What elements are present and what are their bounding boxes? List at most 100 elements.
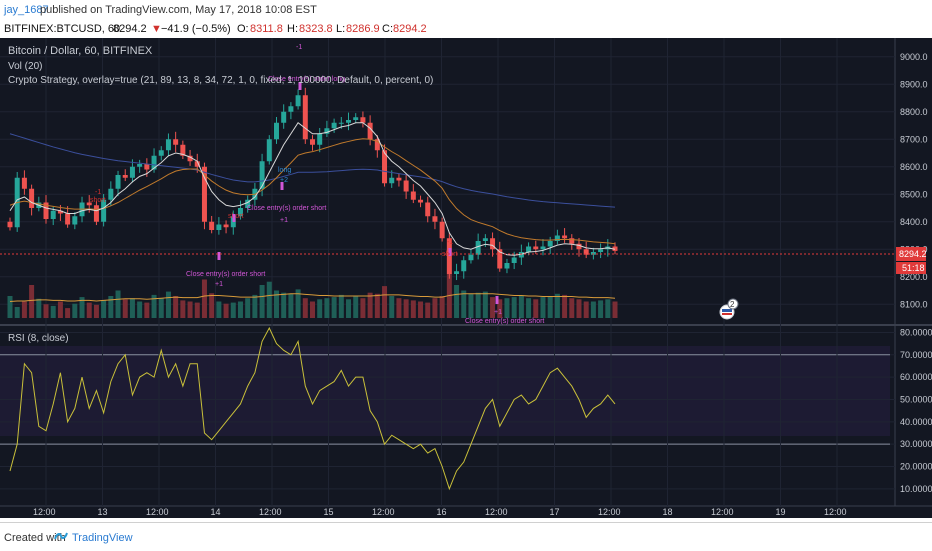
candle-body (266, 139, 272, 162)
signal-label: long (278, 167, 291, 174)
candle-body (367, 122, 373, 140)
time-axis-label: 12:00 (711, 507, 734, 517)
candle-body (173, 139, 179, 145)
candle-body (93, 205, 99, 222)
last-price: 8294.2 (113, 23, 147, 35)
candle-body (511, 257, 517, 263)
chart-canvas[interactable]: 9000.0 8900.0 8800.0 8700.0 8600.0 8500.0 8400… (0, 38, 932, 518)
candle-body (201, 166, 207, 222)
candle-body (583, 249, 589, 255)
symbol-name[interactable]: BITFINEX:BTCUSD, 60 (4, 23, 121, 35)
volume-ma-line (9, 293, 616, 302)
volume-bar (137, 301, 143, 318)
tradingview-brand-link[interactable]: TradingView (72, 532, 133, 544)
volume-bar (490, 297, 496, 318)
rsi-legend[interactable]: RSI (8, close) (8, 333, 69, 344)
volume-bar (439, 296, 445, 318)
candle-body (468, 254, 474, 261)
time-axis-label: 18 (663, 507, 673, 517)
volume-bar (612, 301, 618, 318)
signal-arrow-icon (448, 248, 452, 256)
signal-arrow-icon (232, 214, 236, 222)
price-tag-value: 8294.2 (899, 249, 927, 259)
time-axis-label: 12:00 (33, 507, 56, 517)
volume-bar (302, 298, 308, 318)
time-axis-label: 15 (324, 507, 334, 517)
candle-body (295, 95, 301, 107)
candle-body (237, 208, 243, 217)
price-tag (896, 247, 926, 261)
time-axis-label: 17 (550, 507, 560, 517)
volume-bar (201, 279, 207, 318)
event-badge[interactable] (727, 298, 739, 310)
rsi-axis-label: 40.0000 (900, 417, 932, 427)
volume-legend[interactable]: Vol (20) (8, 61, 43, 72)
volume-bar (79, 297, 85, 318)
countdown-tag (896, 262, 926, 274)
volume-bar (547, 296, 553, 318)
volume-bar (583, 301, 589, 318)
candle-body (245, 199, 251, 208)
candle-body (86, 202, 92, 206)
signal-label: +1 (494, 309, 502, 316)
candle-body (569, 238, 575, 244)
candle-body (439, 221, 445, 239)
tradingview-logo-icon[interactable] (54, 529, 68, 543)
candle-body (490, 238, 496, 250)
high-label: H: (287, 23, 298, 35)
candle-body (353, 117, 359, 120)
volume-bar (288, 293, 294, 318)
signal-label: -1 (95, 189, 101, 196)
candle-body (216, 224, 222, 230)
candle-body (310, 139, 315, 145)
candle-body (518, 252, 524, 258)
signal-label: Close entry(s) order short (247, 205, 326, 212)
candle-body (346, 120, 352, 123)
volume-bar (562, 294, 568, 318)
volume-bar (353, 296, 359, 318)
signal-arrow-icon (495, 296, 499, 304)
time-axis-label: 12:00 (146, 507, 169, 517)
candle-body (223, 224, 229, 228)
chart-area[interactable]: 9000.0 8900.0 8800.0 8700.0 8600.0 8500.0 8400… (0, 38, 932, 518)
volume-bar (540, 297, 546, 318)
strategy-legend[interactable]: Crypto Strategy, overlay=true (21, 89, 1… (8, 75, 434, 86)
candle-body (331, 122, 337, 129)
candle-body (209, 221, 215, 230)
volume-bar (382, 286, 388, 318)
signal-label: +2 (280, 177, 288, 184)
candle-body (590, 252, 596, 255)
candle-body (101, 199, 107, 222)
signal-label: +1 (280, 217, 288, 224)
volume-bar (454, 285, 460, 318)
volume-bar (158, 298, 164, 318)
volume-bar (554, 293, 560, 318)
volume-bar (389, 296, 395, 318)
symbol-bar: BITFINEX:BTCUSD, 60 8294.2 ▼ −41.9 (−0.5… (0, 20, 932, 36)
rsi-axis-label: 60.0000 (900, 372, 932, 382)
candle-body (7, 221, 13, 228)
time-axis-label: 19 (776, 507, 786, 517)
candle-body (57, 210, 63, 214)
price-axis-label: 8900.0 (900, 79, 928, 89)
change-down-icon: ▼ (151, 23, 162, 35)
candle-body (317, 133, 323, 145)
volume-bar (245, 298, 251, 318)
candle-body (425, 202, 431, 217)
volume-bar (259, 285, 265, 318)
rsi-axis-label: 20.0000 (900, 461, 932, 471)
candle-body (504, 263, 510, 269)
price-axis-label: 8500.0 (900, 189, 928, 199)
volume-bar (605, 299, 611, 318)
candle-body (461, 260, 467, 272)
main-legend-title[interactable]: Bitcoin / Dollar, 60, BITFINEX (8, 45, 153, 57)
signal-arrow-icon (280, 182, 284, 190)
rsi-line (9, 326, 616, 491)
time-axis-label: 12:00 (485, 507, 508, 517)
candle-body (396, 177, 402, 181)
countdown-value: 51:18 (902, 263, 925, 273)
candle-body (526, 246, 532, 252)
volume-bar (511, 297, 517, 318)
volume-bar (14, 307, 20, 318)
author-link[interactable]: jay_1687 (4, 4, 49, 16)
